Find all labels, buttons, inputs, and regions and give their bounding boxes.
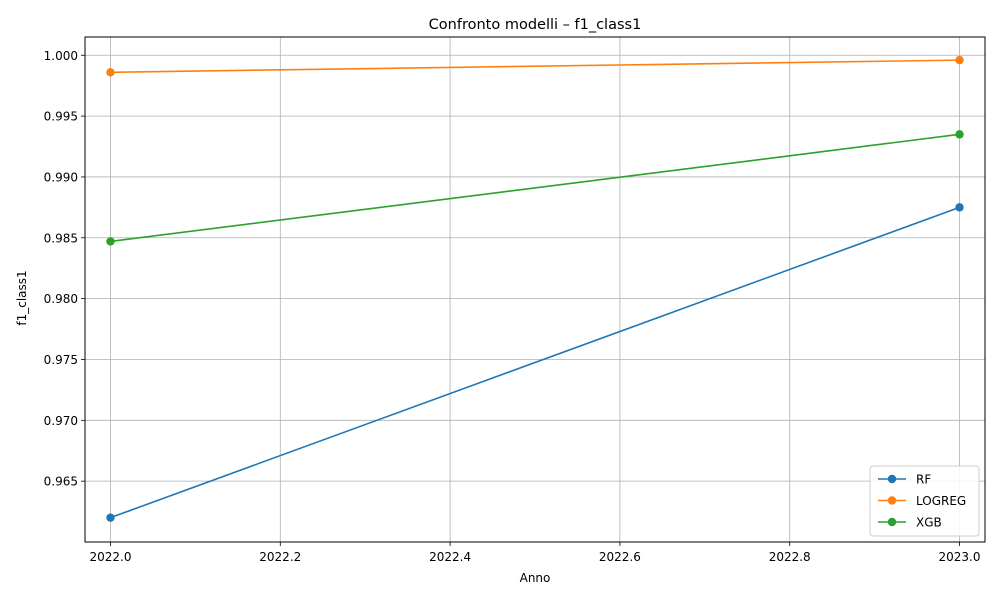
legend-label-rf: RF [916, 473, 931, 487]
x-tick-label: 2023.0 [939, 550, 981, 564]
y-tick-label: 0.990 [44, 170, 78, 184]
grid [85, 37, 985, 542]
x-tick-label: 2022.6 [599, 550, 641, 564]
x-axis: 2022.0 2022.2 2022.4 2022.6 2022.8 2023.0 [89, 542, 981, 564]
x-axis-label: Anno [520, 571, 551, 585]
x-tick-label: 2022.2 [259, 550, 301, 564]
y-axis-label: f1_class1 [15, 270, 29, 325]
data-point-rf [955, 203, 964, 212]
series-line-rf [110, 206, 960, 519]
chart-title: Confronto modelli – f1_class1 [429, 17, 642, 33]
y-tick-label: 0.995 [44, 110, 78, 124]
legend-label-logreg: LOGREG [916, 494, 966, 508]
legend-marker-rf [887, 474, 897, 484]
plot-frame [84, 36, 986, 543]
y-tick-label: 0.975 [44, 353, 78, 367]
data-point-logreg [106, 68, 115, 77]
legend-marker-xgb [887, 517, 897, 527]
y-tick-label: 1.000 [44, 49, 78, 63]
y-tick-label: 0.980 [44, 292, 78, 306]
series-line-xgb [110, 133, 960, 243]
x-tick-label: 2022.0 [89, 550, 131, 564]
x-tick-label: 2022.4 [429, 550, 471, 564]
y-axis: 0.965 0.970 0.975 0.980 0.985 0.990 0.995 1.000 [44, 49, 85, 489]
data-point-xgb [106, 237, 115, 246]
legend-label-xgb: XGB [916, 516, 942, 530]
series-line-logreg [110, 59, 960, 74]
y-tick-label: 0.965 [44, 475, 78, 489]
data-point-rf [106, 513, 115, 522]
legend: RF LOGREG XGB [869, 465, 980, 537]
y-tick-label: 0.985 [44, 231, 78, 245]
series-group [106, 55, 964, 522]
legend-box [869, 465, 980, 537]
data-point-logreg [955, 55, 964, 65]
legend-marker-logreg [887, 496, 897, 505]
data-point-xgb [955, 130, 964, 139]
y-tick-label: 0.970 [44, 414, 78, 428]
x-tick-label: 2022.8 [769, 550, 811, 564]
